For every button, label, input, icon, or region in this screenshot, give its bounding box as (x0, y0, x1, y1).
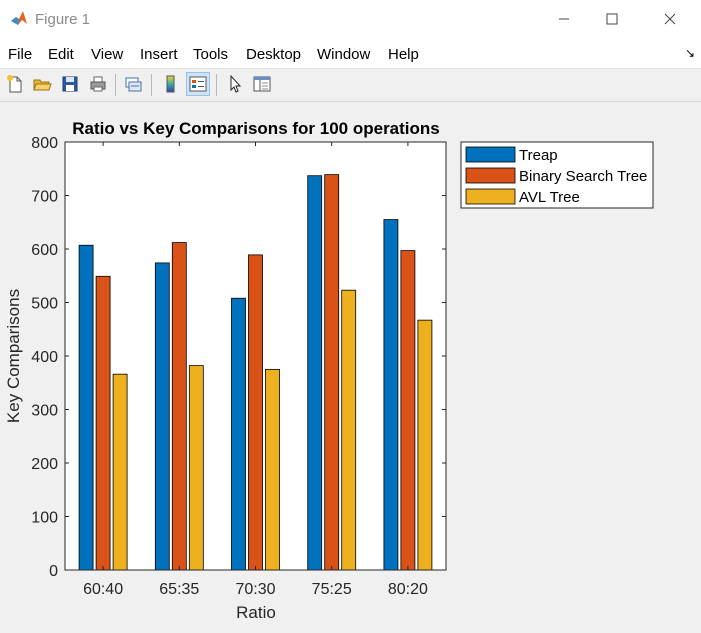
x-tick-label: 65:35 (159, 581, 199, 598)
link-plot-button[interactable] (121, 72, 145, 96)
menu-view[interactable]: View (91, 46, 124, 63)
open-file-button[interactable] (30, 72, 54, 96)
bar (248, 254, 263, 571)
maximize-button[interactable] (589, 0, 635, 38)
toolbar-separator (151, 74, 152, 96)
x-tick-label: 75:25 (312, 581, 352, 598)
property-inspector-button[interactable] (250, 72, 274, 96)
bar (171, 242, 187, 571)
menu-edit[interactable]: Edit (48, 46, 74, 63)
menu-file[interactable]: File (8, 46, 33, 63)
title-bar: Figure 1 (0, 0, 701, 38)
close-icon (664, 13, 676, 25)
legend[interactable]: Treap Binary Search Tree AVL Tree (460, 141, 654, 209)
legend-icon (189, 76, 207, 92)
edit-plot-button[interactable] (223, 72, 247, 96)
bar (154, 262, 170, 571)
legend-swatch (465, 146, 516, 163)
chart-title: Ratio vs Key Comparisons for 100 operati… (72, 119, 440, 138)
legend-label: Binary Search Tree (519, 168, 647, 185)
figure-canvas: Ratio vs Key Comparisons for 100 operati… (0, 102, 701, 628)
new-figure-button[interactable] (3, 72, 27, 96)
figure-toolbar (0, 69, 701, 102)
bar (95, 275, 111, 571)
x-tick-label: 70:30 (235, 581, 275, 598)
save-button[interactable] (58, 72, 82, 96)
bar (265, 368, 280, 571)
y-axis-label: Key Comparisons (4, 289, 23, 423)
bar (324, 174, 340, 571)
bar (341, 289, 357, 571)
y-tick-label: 0 (49, 563, 58, 580)
menu-insert[interactable]: Insert (140, 46, 178, 63)
colorbar-icon (166, 75, 175, 93)
legend-swatch (465, 167, 516, 184)
y-tick-label: 500 (31, 296, 58, 313)
pointer-icon (230, 74, 242, 93)
legend-swatch (465, 188, 516, 205)
y-tick-label: 100 (31, 510, 58, 527)
open-file-icon (33, 79, 52, 91)
minimize-button[interactable] (541, 0, 587, 38)
close-button[interactable] (647, 0, 693, 38)
save-icon (62, 76, 78, 92)
y-tick-label: 800 (31, 135, 58, 152)
y-tick-label: 700 (31, 189, 58, 206)
maximize-icon (606, 13, 618, 25)
menu-tools[interactable]: Tools (193, 46, 229, 63)
bar (307, 175, 323, 571)
x-tick-label: 80:20 (388, 581, 428, 598)
bar (188, 365, 204, 571)
new-figure-icon (7, 75, 22, 93)
bar (78, 244, 94, 571)
bar-chart: Ratio vs Key Comparisons for 100 operati… (4, 119, 654, 622)
plot-frame (64, 141, 447, 571)
y-tick-label: 400 (31, 349, 58, 366)
x-axis-label: Ratio (236, 603, 276, 622)
menu-desktop[interactable]: Desktop (246, 46, 302, 63)
legend-label: Treap (519, 147, 558, 164)
legend-label: AVL Tree (519, 189, 580, 206)
toolbar-separator (216, 74, 217, 96)
dock-figure-icon[interactable]: ↘ (684, 46, 695, 60)
bar (383, 219, 399, 571)
bar (400, 250, 416, 571)
matlab-logo-icon (11, 11, 27, 25)
insert-legend-button[interactable] (186, 72, 210, 96)
bar (231, 297, 246, 571)
menu-help[interactable]: Help (388, 46, 419, 63)
toolbar-separator (115, 74, 116, 96)
y-tick-label: 600 (31, 242, 58, 259)
minimize-icon (559, 18, 569, 20)
print-button[interactable] (86, 72, 110, 96)
property-inspector-icon (253, 76, 271, 92)
insert-colorbar-button[interactable] (158, 72, 182, 96)
x-tick-label: 60:40 (83, 581, 123, 598)
bar (417, 319, 433, 571)
y-tick-label: 300 (31, 403, 58, 420)
menu-window[interactable]: Window (317, 46, 371, 63)
y-tick-label: 200 (31, 456, 58, 473)
bar (112, 373, 128, 571)
print-icon (90, 76, 106, 92)
menu-bar: File Edit View Insert Tools Desktop Wind… (0, 38, 701, 69)
link-plot-icon (125, 77, 142, 92)
window-title: Figure 1 (35, 11, 91, 28)
